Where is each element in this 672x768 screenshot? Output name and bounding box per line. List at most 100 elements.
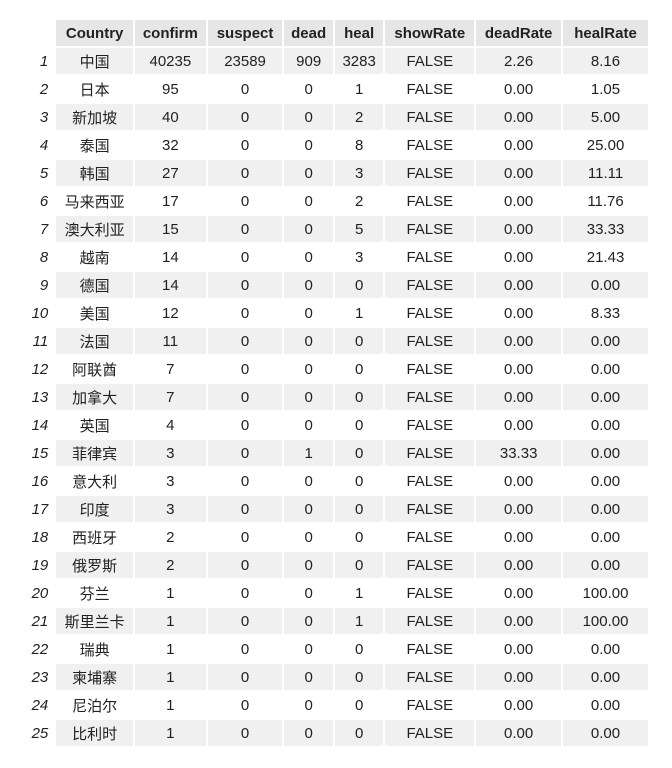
- dead-cell: 0: [284, 580, 333, 606]
- confirm-cell: 40: [135, 104, 206, 130]
- dead-cell: 0: [284, 160, 333, 186]
- deadrate-cell: 0.00: [476, 104, 562, 130]
- country-cell: 加拿大: [56, 384, 133, 410]
- deadrate-cell: 0.00: [476, 244, 562, 270]
- heal-cell: 3: [334, 160, 384, 186]
- dead-cell: 0: [284, 356, 333, 382]
- row-index: 2: [28, 76, 55, 102]
- showrate-cell: FALSE: [385, 48, 475, 74]
- country-cell: 尼泊尔: [56, 692, 133, 718]
- confirm-cell: 14: [135, 272, 206, 298]
- table-row: 24 尼泊尔 1 0 0 0 FALSE 0.00 0.00: [28, 692, 648, 718]
- row-index: 20: [28, 580, 55, 606]
- heal-cell: 0: [334, 636, 384, 662]
- heal-cell: 0: [334, 524, 384, 550]
- dead-cell: 0: [284, 104, 333, 130]
- showrate-cell: FALSE: [385, 272, 475, 298]
- healrate-header: healRate: [563, 20, 648, 46]
- suspect-cell: 0: [207, 76, 283, 102]
- confirm-cell: 14: [135, 244, 206, 270]
- suspect-cell: 0: [207, 300, 283, 326]
- healrate-cell: 0.00: [563, 720, 648, 746]
- healrate-cell: 8.33: [563, 300, 648, 326]
- country-cell: 斯里兰卡: [56, 608, 133, 634]
- table-row: 4 泰国 32 0 0 8 FALSE 0.00 25.00: [28, 132, 648, 158]
- showrate-cell: FALSE: [385, 244, 475, 270]
- deadrate-cell: 0.00: [476, 636, 562, 662]
- table-row: 17 印度 3 0 0 0 FALSE 0.00 0.00: [28, 496, 648, 522]
- dead-cell: 0: [284, 328, 333, 354]
- deadrate-cell: 0.00: [476, 76, 562, 102]
- table-row: 22 瑞典 1 0 0 0 FALSE 0.00 0.00: [28, 636, 648, 662]
- confirm-cell: 1: [135, 692, 206, 718]
- suspect-cell: 0: [207, 552, 283, 578]
- confirm-cell: 4: [135, 412, 206, 438]
- heal-cell: 0: [334, 272, 384, 298]
- table-row: 10 美国 12 0 0 1 FALSE 0.00 8.33: [28, 300, 648, 326]
- table-row: 23 柬埔寨 1 0 0 0 FALSE 0.00 0.00: [28, 664, 648, 690]
- confirm-cell: 17: [135, 188, 206, 214]
- showrate-cell: FALSE: [385, 356, 475, 382]
- deadrate-cell: 0.00: [476, 720, 562, 746]
- row-index: 1: [28, 48, 55, 74]
- confirm-cell: 7: [135, 384, 206, 410]
- table-row: 1 中国 40235 23589 909 3283 FALSE 2.26 8.16: [28, 48, 648, 74]
- deadrate-cell: 0.00: [476, 608, 562, 634]
- row-index: 19: [28, 552, 55, 578]
- heal-cell: 3: [334, 244, 384, 270]
- showrate-cell: FALSE: [385, 580, 475, 606]
- row-index: 10: [28, 300, 55, 326]
- showrate-cell: FALSE: [385, 636, 475, 662]
- heal-cell: 0: [334, 720, 384, 746]
- row-index: 12: [28, 356, 55, 382]
- deadrate-cell: 0.00: [476, 692, 562, 718]
- confirm-cell: 1: [135, 664, 206, 690]
- deadrate-cell: 0.00: [476, 216, 562, 242]
- showrate-cell: FALSE: [385, 720, 475, 746]
- deadrate-cell: 0.00: [476, 552, 562, 578]
- deadrate-cell: 33.33: [476, 440, 562, 466]
- dead-cell: 909: [284, 48, 333, 74]
- healrate-cell: 0.00: [563, 412, 648, 438]
- country-cell: 柬埔寨: [56, 664, 133, 690]
- dead-cell: 0: [284, 468, 333, 494]
- deadrate-cell: 0.00: [476, 160, 562, 186]
- confirm-header: confirm: [135, 20, 206, 46]
- suspect-cell: 0: [207, 104, 283, 130]
- showrate-cell: FALSE: [385, 132, 475, 158]
- confirm-cell: 11: [135, 328, 206, 354]
- row-index: 4: [28, 132, 55, 158]
- dead-cell: 0: [284, 76, 333, 102]
- showrate-cell: FALSE: [385, 496, 475, 522]
- country-cell: 比利时: [56, 720, 133, 746]
- confirm-cell: 2: [135, 552, 206, 578]
- confirm-cell: 40235: [135, 48, 206, 74]
- suspect-cell: 0: [207, 440, 283, 466]
- country-cell: 西班牙: [56, 524, 133, 550]
- row-index: 9: [28, 272, 55, 298]
- table-row: 20 芬兰 1 0 0 1 FALSE 0.00 100.00: [28, 580, 648, 606]
- showrate-cell: FALSE: [385, 188, 475, 214]
- country-cell: 意大利: [56, 468, 133, 494]
- confirm-cell: 32: [135, 132, 206, 158]
- table-row: 12 阿联酋 7 0 0 0 FALSE 0.00 0.00: [28, 356, 648, 382]
- confirm-cell: 95: [135, 76, 206, 102]
- dead-header: dead: [284, 20, 333, 46]
- row-index: 24: [28, 692, 55, 718]
- country-cell: 澳大利亚: [56, 216, 133, 242]
- dead-cell: 0: [284, 664, 333, 690]
- heal-cell: 0: [334, 496, 384, 522]
- healrate-cell: 0.00: [563, 468, 648, 494]
- confirm-cell: 15: [135, 216, 206, 242]
- deadrate-cell: 0.00: [476, 328, 562, 354]
- row-index: 17: [28, 496, 55, 522]
- healrate-cell: 0.00: [563, 664, 648, 690]
- heal-cell: 0: [334, 468, 384, 494]
- suspect-cell: 0: [207, 720, 283, 746]
- suspect-cell: 0: [207, 636, 283, 662]
- deadrate-cell: 0.00: [476, 468, 562, 494]
- table-row: 3 新加坡 40 0 0 2 FALSE 0.00 5.00: [28, 104, 648, 130]
- suspect-cell: 0: [207, 664, 283, 690]
- showrate-cell: FALSE: [385, 440, 475, 466]
- country-cell: 中国: [56, 48, 133, 74]
